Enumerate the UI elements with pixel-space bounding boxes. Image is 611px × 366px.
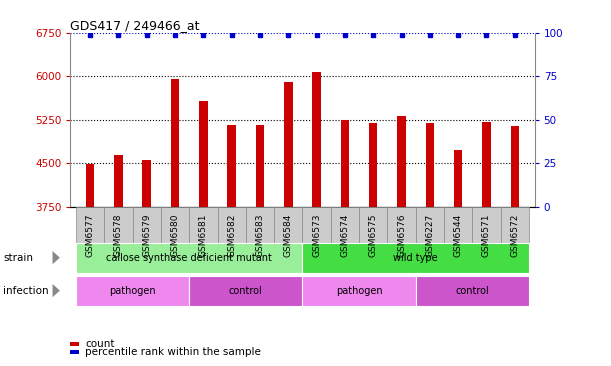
Bar bbox=[312, 72, 321, 207]
Text: pathogen: pathogen bbox=[336, 285, 382, 296]
Text: pathogen: pathogen bbox=[109, 285, 156, 296]
Text: wild type: wild type bbox=[393, 253, 438, 263]
Bar bbox=[426, 123, 434, 207]
Bar bbox=[369, 123, 378, 207]
Text: strain: strain bbox=[3, 253, 33, 263]
Text: control: control bbox=[229, 285, 263, 296]
Bar bbox=[171, 79, 179, 207]
Text: GSM6583: GSM6583 bbox=[255, 214, 265, 257]
Text: GSM6573: GSM6573 bbox=[312, 214, 321, 257]
Bar bbox=[199, 101, 208, 207]
Text: GSM6578: GSM6578 bbox=[114, 214, 123, 257]
Text: GSM6577: GSM6577 bbox=[86, 214, 95, 257]
Bar bbox=[256, 124, 264, 207]
Text: GDS417 / 249466_at: GDS417 / 249466_at bbox=[70, 19, 200, 32]
Bar bbox=[86, 164, 94, 207]
Bar bbox=[511, 126, 519, 207]
Text: percentile rank within the sample: percentile rank within the sample bbox=[85, 347, 261, 357]
Text: GSM6580: GSM6580 bbox=[170, 214, 180, 257]
Text: callose synthase deficient mutant: callose synthase deficient mutant bbox=[106, 253, 272, 263]
Text: GSM6582: GSM6582 bbox=[227, 214, 236, 257]
Bar bbox=[227, 125, 236, 207]
Bar bbox=[482, 122, 491, 207]
Bar bbox=[397, 116, 406, 207]
Text: GSM6584: GSM6584 bbox=[284, 214, 293, 257]
Text: count: count bbox=[85, 339, 114, 349]
Bar bbox=[284, 82, 293, 207]
Text: GSM6544: GSM6544 bbox=[454, 214, 463, 257]
Bar bbox=[454, 150, 463, 207]
Text: GSM6581: GSM6581 bbox=[199, 214, 208, 257]
Bar bbox=[114, 155, 123, 207]
Text: infection: infection bbox=[3, 285, 49, 296]
Text: GSM6571: GSM6571 bbox=[482, 214, 491, 257]
Text: GSM6576: GSM6576 bbox=[397, 214, 406, 257]
Text: GSM6227: GSM6227 bbox=[425, 214, 434, 257]
Text: GSM6575: GSM6575 bbox=[368, 214, 378, 257]
Text: control: control bbox=[455, 285, 489, 296]
Bar bbox=[341, 120, 349, 207]
Text: GSM6579: GSM6579 bbox=[142, 214, 151, 257]
Text: GSM6572: GSM6572 bbox=[510, 214, 519, 257]
Text: GSM6574: GSM6574 bbox=[340, 214, 349, 257]
Bar bbox=[142, 160, 151, 207]
